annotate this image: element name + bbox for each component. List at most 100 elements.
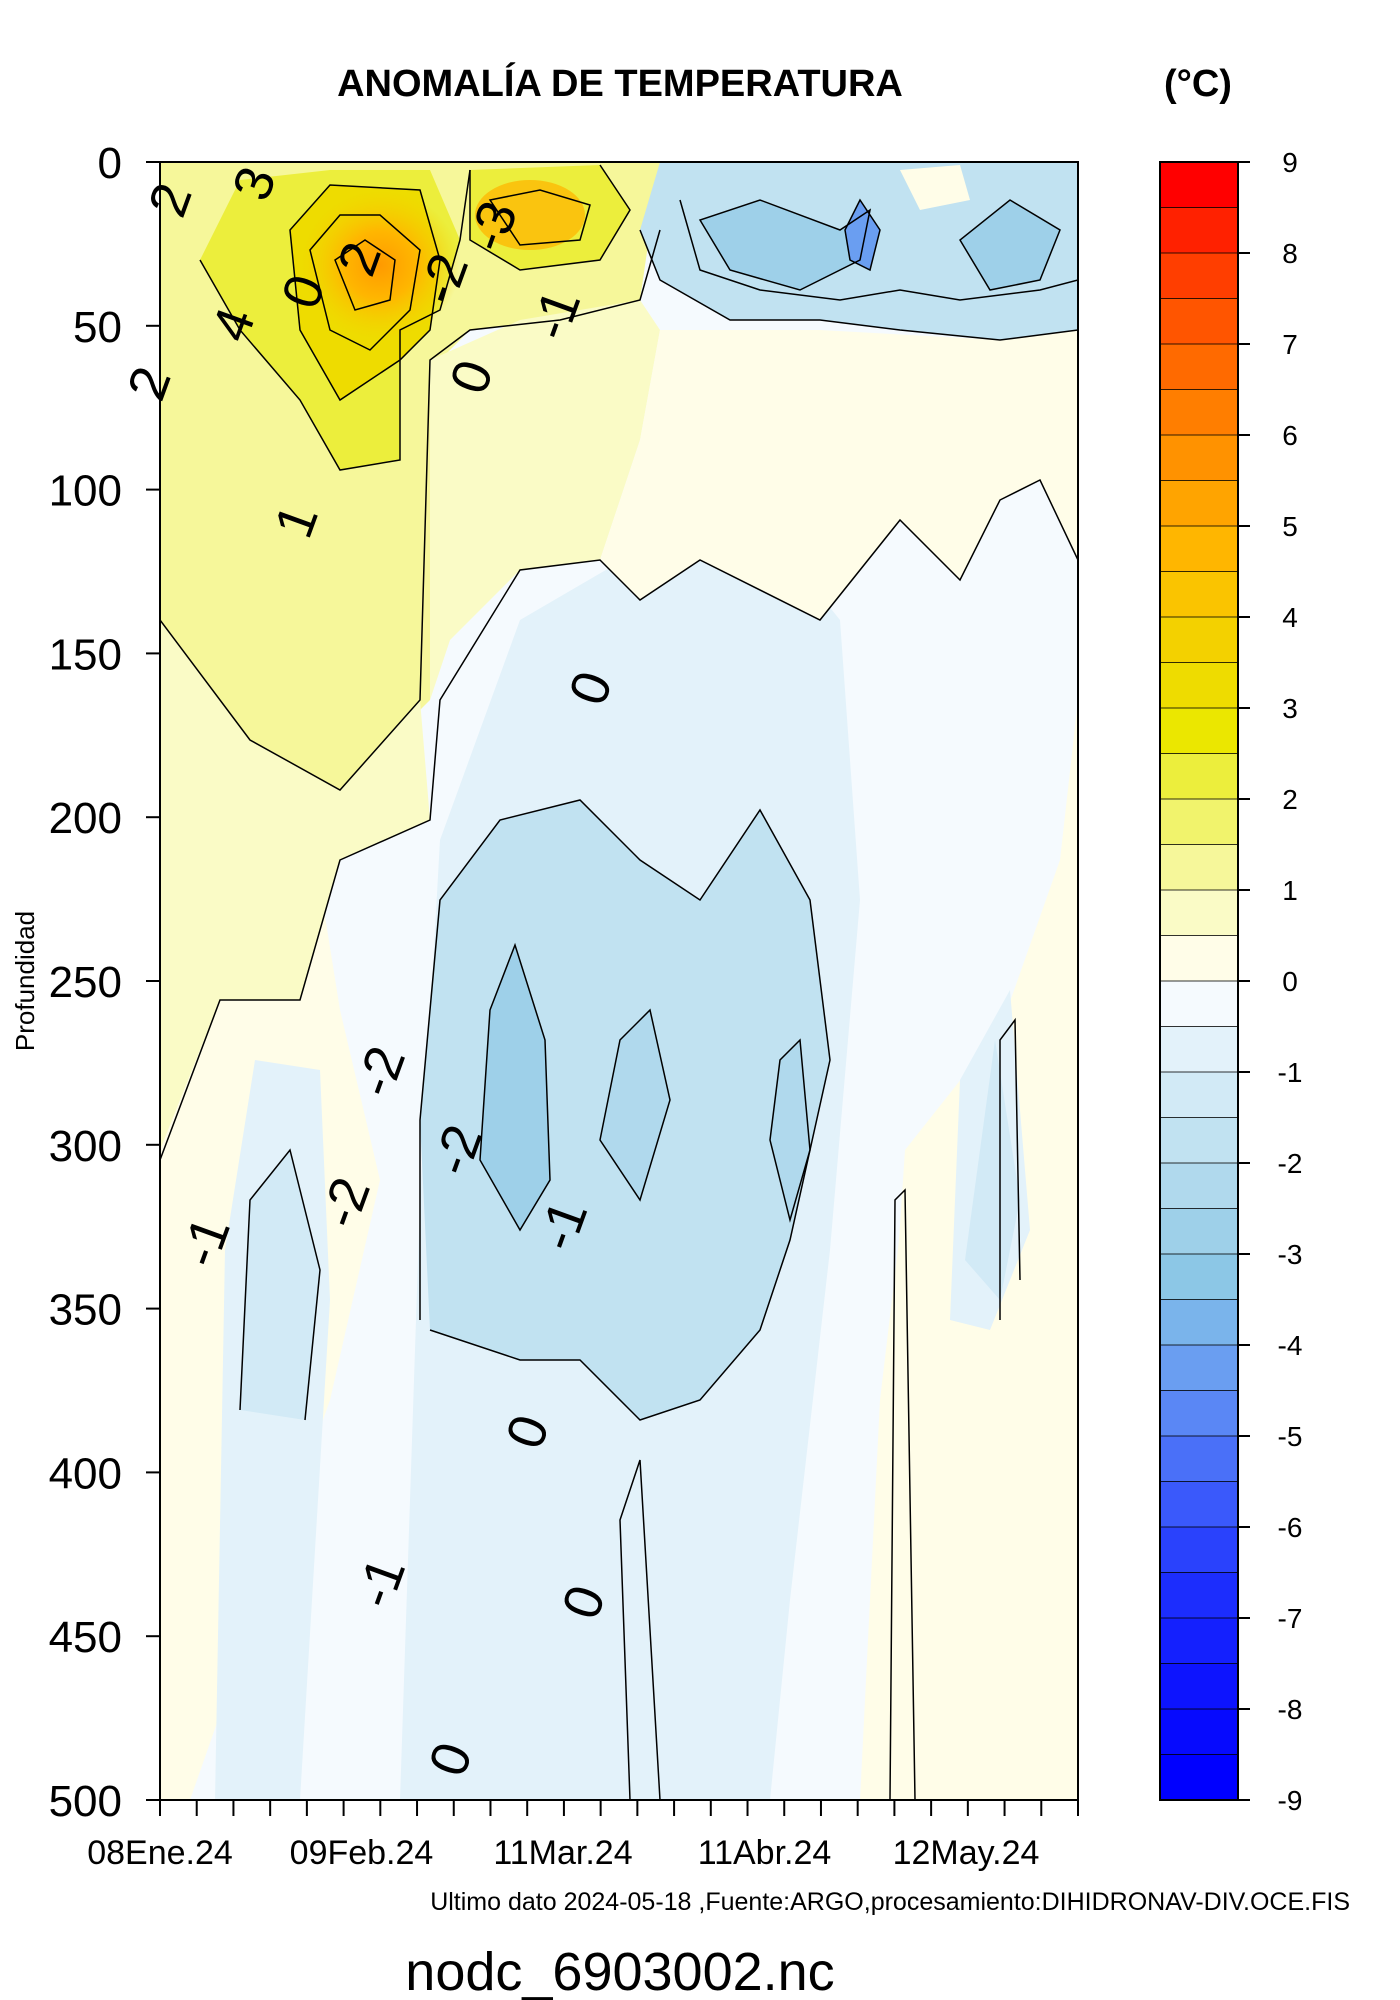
colorbar-swatch (1159, 844, 1239, 891)
y-tick-label: 300 (49, 1122, 122, 1171)
y-tick-label: 450 (49, 1613, 122, 1662)
colorbar-swatch (1159, 1208, 1239, 1255)
x-tick-label: 09Feb.24 (290, 1834, 434, 1872)
y-tick-label: 350 (49, 1286, 122, 1335)
colorbar-swatch (1159, 1663, 1239, 1710)
y-axis-label: Profundidad (10, 911, 40, 1051)
colorbar-tick-label: -3 (1278, 1239, 1303, 1270)
x-tick-label: 11Abr.24 (698, 1834, 832, 1872)
contour-m2-center-b (599, 1008, 671, 1202)
contour-2-warm (199, 169, 471, 471)
contour-4-warm (309, 214, 421, 351)
colorbar-tick-label: 8 (1282, 238, 1298, 269)
colorbar-swatch (1159, 707, 1239, 755)
colorbar-tick-label: 7 (1282, 329, 1298, 360)
contour-m1-right (999, 1017, 1021, 1320)
field-m3-core-b (600, 1010, 670, 1200)
contour-m2-center-c (769, 1038, 811, 1223)
colorbar: 9 8 7 6 5 4 3 2 1 0 -1 -2 -3 -4 -5 -6 -7 -8 -9 (1159, 147, 1303, 1816)
colorbar-swatch (1159, 1299, 1239, 1346)
heatmap-field (160, 162, 1078, 1800)
contour-m2-center (479, 942, 551, 1232)
contour-0-lower (619, 1459, 661, 1800)
x-tick-label: 12May.24 (893, 1834, 1040, 1872)
colorbar-swatch (1159, 571, 1239, 618)
field-m3-core-c (770, 1040, 810, 1220)
colorbar-swatch (1159, 252, 1239, 300)
colorbar-swatch (1159, 1754, 1239, 1801)
contour-1-warm (160, 229, 661, 791)
contour-m2-upper (698, 199, 872, 291)
contour-0-warm (160, 478, 1078, 1161)
colorbar-swatch (1159, 1117, 1239, 1164)
colorbar-swatch (1159, 389, 1239, 436)
colorbar-tick-label: 2 (1282, 784, 1298, 815)
colorbar-swatch (1159, 525, 1239, 573)
colorbar-tick-label: -6 (1278, 1512, 1303, 1543)
file-name: nodc_6903002.nc (405, 1942, 834, 2000)
colorbar-swatch (1159, 207, 1239, 254)
colorbar-tick-label: 0 (1282, 966, 1298, 997)
field-m2-right (965, 1040, 1020, 1300)
contour-m1-upper-right (959, 199, 1061, 291)
y-tick-label: 500 (49, 1777, 122, 1826)
contour-0-upper (639, 229, 1078, 341)
field-cold-upper-right (960, 200, 1060, 290)
contour-5-warm (334, 239, 396, 311)
colorbar-tick-label: -1 (1278, 1057, 1303, 1088)
colorbar-swatch (1159, 1526, 1239, 1574)
colorbar-swatch (1159, 1344, 1239, 1392)
colorbar-tick-label: 3 (1282, 693, 1298, 724)
colorbar-swatch (1159, 1071, 1239, 1119)
colorbar-tick-label: 4 (1282, 602, 1298, 633)
field-near-zero-upper-right (900, 165, 970, 210)
field-m2-left (240, 1150, 320, 1420)
colorbar-swatch (1159, 662, 1239, 709)
colorbar-swatch (1159, 980, 1239, 1028)
field-near-zero-mid (600, 330, 1078, 620)
y-tick-label: 250 (49, 958, 122, 1007)
y-tick-label: 0 (98, 139, 122, 188)
colorbar-swatch (1159, 1253, 1239, 1301)
colorbar-unit: (°C) (1164, 63, 1232, 105)
contour-3-warm (289, 184, 441, 402)
colorbar-swatch (1159, 798, 1239, 846)
y-axis: 0 50 100 150 200 250 300 350 400 450 500 (49, 139, 160, 1826)
contour-lines (160, 164, 1078, 1800)
colorbar-swatch (1159, 161, 1239, 209)
contour-0-lower-b (889, 1188, 916, 1800)
source-caption: Ultimo dato 2024-05-18 ,Fuente:ARGO,proc… (430, 1888, 1350, 1916)
contour-m1-left (239, 1148, 321, 1421)
colorbar-tick-label: -9 (1278, 1785, 1303, 1816)
colorbar-swatch (1159, 480, 1239, 527)
y-tick-label: 50 (73, 303, 122, 352)
contour-m1-upper (679, 199, 1078, 301)
contour-m3-upper (844, 198, 881, 272)
contour-2b-warm (469, 164, 631, 271)
contour-3b-warm (488, 189, 591, 246)
field-cold-upper-b (700, 200, 870, 290)
colorbar-swatch (1159, 434, 1239, 482)
contour-m1-center (419, 799, 831, 1421)
colorbar-tick-label: -5 (1278, 1421, 1303, 1452)
colorbar-tick-label: -4 (1278, 1330, 1303, 1361)
y-tick-label: 200 (49, 794, 122, 843)
x-axis: 08Ene.24 09Feb.24 11Mar.24 11Abr.24 12May.24 (87, 1800, 1079, 1872)
y-tick-label: 150 (49, 630, 122, 679)
colorbar-swatch (1159, 935, 1239, 982)
colorbar-swatch (1159, 889, 1239, 937)
colorbar-tick-label: 5 (1282, 511, 1298, 542)
colorbar-swatch (1159, 1390, 1239, 1437)
colorbar-tick-label: 9 (1282, 147, 1298, 178)
colorbar-swatch (1159, 1708, 1239, 1756)
field-hot-core (300, 190, 460, 340)
colorbar-swatch (1159, 1435, 1239, 1483)
colorbar-swatch (1159, 1026, 1239, 1073)
y-tick-label: 100 (49, 467, 122, 516)
colorbar-tick-label: -8 (1278, 1694, 1303, 1725)
colorbar-swatch (1159, 753, 1239, 800)
colorbar-swatch (1159, 1162, 1239, 1210)
colorbar-tick-label: 6 (1282, 420, 1298, 451)
x-tick-label: 11Mar.24 (493, 1834, 632, 1872)
